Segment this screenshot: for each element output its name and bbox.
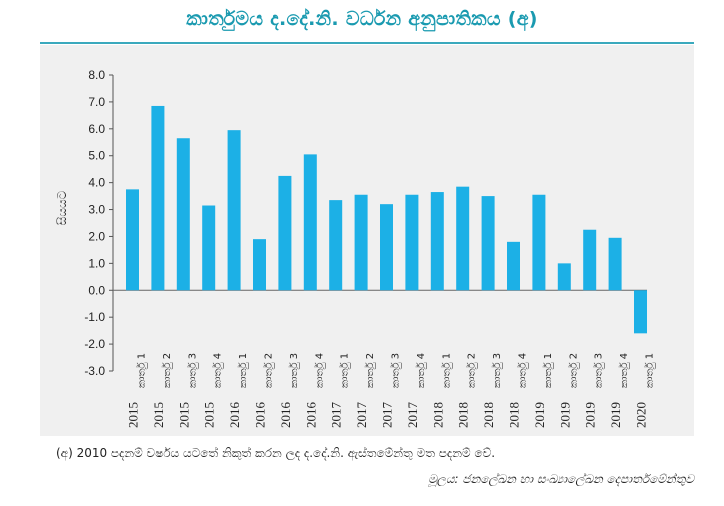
x-label-quarter: කාර්තු 2: [567, 353, 579, 388]
bar-2019-q4: [608, 237, 622, 291]
bar-2017-q3: [380, 204, 393, 291]
y-tick-label: 3.0: [88, 203, 105, 217]
x-label-year: 2019: [583, 402, 598, 428]
bar-2017-q4: [405, 194, 419, 291]
bar-2015-q1: [126, 189, 139, 291]
x-label-year: 2016: [303, 402, 318, 429]
y-tick-label: -1.0: [84, 310, 105, 324]
footnote: (අ) 2010 පදනම් වර්ෂය යටතේ නිකුත් කරන ලද …: [56, 446, 496, 460]
y-tick-label: 0.0: [88, 283, 105, 297]
x-label-year: 2015: [202, 402, 217, 428]
y-tick-label: 7.0: [88, 95, 105, 109]
bar-2018-q1: [430, 192, 444, 291]
source-note: මූලය: ජනලේඛන හා සංඛ්‍යාලේඛන දෙපාර්තමේන්ත…: [428, 472, 694, 486]
x-label-year: 2018: [507, 402, 522, 428]
x-label-year: 2017: [354, 402, 369, 429]
bar-2019-q2: [557, 263, 571, 291]
x-label-quarter: කාර්තු 4: [517, 353, 529, 388]
bar-2015-q3: [176, 138, 190, 291]
x-label-quarter: කාර්තු 1: [440, 353, 452, 388]
x-label-quarter: කාර්තු 2: [263, 353, 275, 388]
bar-2017-q2: [354, 194, 368, 291]
x-label-year: 2015: [151, 402, 166, 428]
y-tick-label: 2.0: [88, 229, 105, 243]
bar-2016-q4: [303, 154, 317, 291]
bar-2018-q4: [507, 241, 520, 291]
bar-2018-q2: [456, 186, 470, 291]
x-label-year: 2017: [380, 402, 395, 429]
y-tick-label: 8.0: [88, 68, 105, 82]
bar-2016-q2: [253, 239, 266, 291]
x-label-year: 2019: [608, 402, 623, 428]
x-label-year: 2019: [557, 402, 572, 428]
x-label-quarter: කාර්තු 3: [186, 353, 198, 388]
x-label-quarter: කාර්තු 4: [618, 353, 630, 388]
y-axis-label: සියයට: [55, 190, 69, 225]
x-label-year: 2018: [456, 402, 471, 428]
x-label-quarter: කාර්තු 1: [339, 353, 351, 388]
x-label-quarter: කාර්තු 2: [161, 353, 173, 388]
y-tick-label: -2.0: [84, 337, 105, 351]
bar-2020-q1: [634, 290, 647, 334]
chart-title: කාර්තුමය ද.දේ.නි. වර්ධන අනුපාතිකය (අ): [186, 8, 538, 30]
y-tick-label: -3.0: [84, 364, 105, 378]
y-tick-label: 1.0: [88, 256, 105, 270]
x-label-quarter: කාර්තු 2: [364, 353, 376, 388]
x-label-year: 2016: [227, 402, 242, 429]
x-label-year: 2016: [253, 402, 268, 429]
x-label-year: 2017: [405, 402, 420, 429]
bar-2019-q3: [583, 229, 597, 291]
x-label-year: 2017: [329, 402, 344, 429]
x-label-year: 2016: [278, 402, 293, 429]
y-tick-label: 4.0: [88, 176, 105, 190]
x-label-quarter: කාර්තු 4: [212, 353, 224, 388]
x-label-quarter: කාර්තු 3: [288, 353, 300, 388]
x-label-quarter: කාර්තු 4: [313, 353, 325, 388]
x-label-quarter: කාර්තු 4: [415, 353, 427, 388]
x-label-year: 2019: [532, 402, 547, 428]
x-label-quarter: කාර්තු 1: [542, 353, 554, 388]
x-label-quarter: කාර්තු 3: [390, 353, 402, 388]
bar-2019-q1: [532, 194, 546, 291]
title-rule: [40, 42, 694, 44]
x-label-year: 2020: [634, 402, 649, 428]
y-tick-label: 5.0: [88, 149, 105, 163]
x-label-quarter: කාර්තු 1: [237, 353, 249, 388]
bar-2018-q3: [481, 196, 495, 291]
y-tick-label: 6.0: [88, 122, 105, 136]
x-label-quarter: කාර්තු 3: [593, 353, 605, 388]
bar-2015-q2: [151, 105, 165, 291]
x-label-quarter: කාර්තු 1: [136, 353, 148, 388]
bar-2016-q3: [278, 175, 292, 291]
x-label-quarter: කාර්තු 1: [644, 353, 656, 388]
x-label-year: 2018: [430, 402, 445, 428]
bar-2016-q1: [227, 130, 241, 291]
x-label-quarter: කාර්තු 2: [466, 353, 478, 388]
bar-2017-q1: [329, 200, 343, 291]
x-label-quarter: කාර්තු 3: [491, 353, 503, 388]
x-label-year: 2015: [176, 402, 191, 428]
x-label-year: 2015: [126, 402, 141, 428]
bar-2015-q4: [202, 205, 216, 291]
x-label-year: 2018: [481, 402, 496, 428]
